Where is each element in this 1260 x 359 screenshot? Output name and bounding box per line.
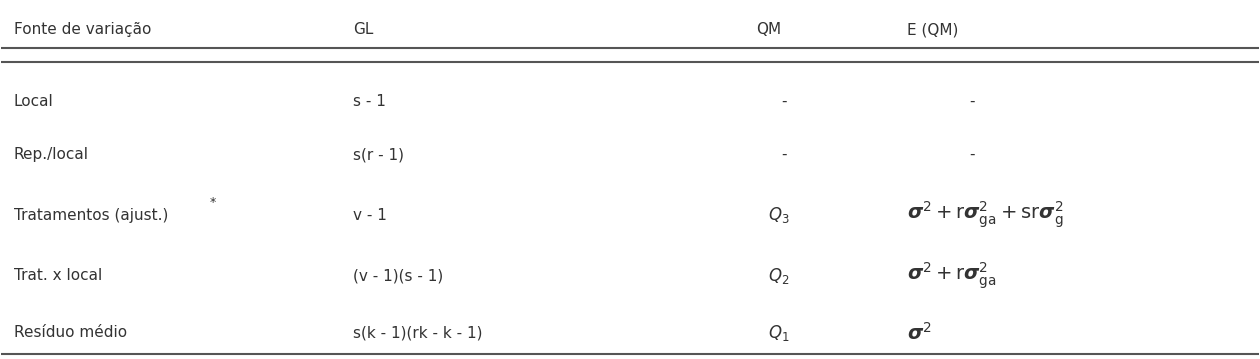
Text: v - 1: v - 1 bbox=[353, 208, 387, 223]
Text: QM: QM bbox=[756, 22, 781, 37]
Text: -: - bbox=[969, 147, 975, 162]
Text: $\boldsymbol{\sigma}^2 + \mathrm{r}\boldsymbol{\sigma}^2_{\mathrm{ga}} + \mathrm: $\boldsymbol{\sigma}^2 + \mathrm{r}\bold… bbox=[907, 200, 1063, 230]
Text: GL: GL bbox=[353, 22, 374, 37]
Text: $Q_2$: $Q_2$ bbox=[769, 266, 790, 286]
Text: $\boldsymbol{\sigma}^2$: $\boldsymbol{\sigma}^2$ bbox=[907, 322, 931, 344]
Text: Trat. x local: Trat. x local bbox=[14, 268, 102, 283]
Text: *: * bbox=[210, 196, 217, 209]
Text: s(k - 1)(rk - k - 1): s(k - 1)(rk - k - 1) bbox=[353, 325, 483, 340]
Text: Resíduo médio: Resíduo médio bbox=[14, 325, 127, 340]
Text: -: - bbox=[969, 94, 975, 109]
Text: Rep./local: Rep./local bbox=[14, 147, 89, 162]
Text: (v - 1)(s - 1): (v - 1)(s - 1) bbox=[353, 268, 444, 283]
Text: s - 1: s - 1 bbox=[353, 94, 387, 109]
Text: -: - bbox=[781, 94, 786, 109]
Text: Tratamentos (ajust.): Tratamentos (ajust.) bbox=[14, 208, 169, 223]
Text: -: - bbox=[781, 147, 786, 162]
Text: $Q_1$: $Q_1$ bbox=[769, 323, 790, 343]
Text: s(r - 1): s(r - 1) bbox=[353, 147, 404, 162]
Text: $\boldsymbol{\sigma}^2 + \mathrm{r}\boldsymbol{\sigma}^2_{\mathrm{ga}}$: $\boldsymbol{\sigma}^2 + \mathrm{r}\bold… bbox=[907, 260, 997, 291]
Text: E (QM): E (QM) bbox=[907, 22, 958, 37]
Text: Fonte de variação: Fonte de variação bbox=[14, 22, 151, 37]
Text: $Q_3$: $Q_3$ bbox=[769, 205, 790, 225]
Text: Local: Local bbox=[14, 94, 54, 109]
